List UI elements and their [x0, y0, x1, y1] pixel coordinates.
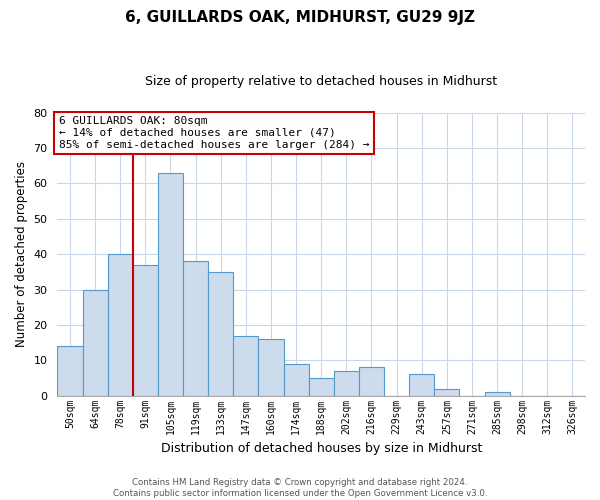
Y-axis label: Number of detached properties: Number of detached properties [15, 161, 28, 347]
Bar [133, 265, 158, 396]
Bar [409, 374, 434, 396]
Bar [259, 339, 284, 396]
X-axis label: Distribution of detached houses by size in Midhurst: Distribution of detached houses by size … [161, 442, 482, 455]
Bar [233, 336, 259, 396]
Bar [308, 378, 334, 396]
Bar [58, 346, 83, 396]
Bar [208, 272, 233, 396]
Text: 6 GUILLARDS OAK: 80sqm
← 14% of detached houses are smaller (47)
85% of semi-det: 6 GUILLARDS OAK: 80sqm ← 14% of detached… [59, 116, 369, 150]
Bar [183, 262, 208, 396]
Text: Contains HM Land Registry data © Crown copyright and database right 2024.
Contai: Contains HM Land Registry data © Crown c… [113, 478, 487, 498]
Bar [158, 173, 183, 396]
Bar [485, 392, 509, 396]
Bar [334, 371, 359, 396]
Bar [434, 388, 460, 396]
Title: Size of property relative to detached houses in Midhurst: Size of property relative to detached ho… [145, 75, 497, 88]
Bar [107, 254, 133, 396]
Bar [83, 290, 107, 396]
Bar [284, 364, 308, 396]
Bar [359, 368, 384, 396]
Text: 6, GUILLARDS OAK, MIDHURST, GU29 9JZ: 6, GUILLARDS OAK, MIDHURST, GU29 9JZ [125, 10, 475, 25]
